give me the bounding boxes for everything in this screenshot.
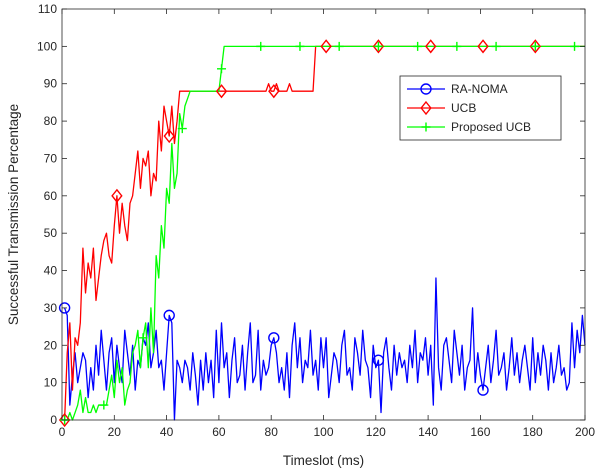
plot-background	[62, 9, 585, 420]
data-point-proposed-ucb	[452, 41, 462, 51]
legend-item-proposed-ucb: Proposed UCB	[407, 120, 531, 134]
y-tick-label: 20	[44, 338, 58, 352]
data-point-ucb	[163, 128, 175, 144]
tick-layer: 0 20 40 60 80 100 120 140 160 180 200 0 10 20 30 40 50 60…	[37, 2, 595, 439]
legend-label: RA-NOMA	[451, 82, 508, 96]
x-tick-label: 160	[470, 425, 490, 439]
data-point-ra-noma	[268, 332, 280, 344]
data-point-proposed-ucb	[491, 41, 501, 51]
x-tick-label: 120	[366, 425, 386, 439]
y-tick-label: 110	[38, 2, 57, 16]
x-tick-label: 140	[418, 425, 438, 439]
data-point-ucb	[58, 412, 71, 428]
x-tick-label: 80	[265, 425, 279, 439]
data-point-ucb	[215, 84, 228, 99]
y-axis-label: Successful Transmission Percentage	[6, 104, 21, 325]
x-tick-label: 180	[523, 425, 543, 439]
marker-layer	[58, 39, 580, 428]
data-point-ra-noma	[372, 354, 385, 366]
data-point-ra-noma	[163, 309, 175, 322]
data-point-proposed-ucb	[334, 41, 344, 51]
x-tick-label: 40	[160, 425, 174, 439]
legend-marker	[421, 122, 431, 132]
x-axis-label: Timeslot (ms)	[283, 453, 364, 468]
legend-item-ucb: UCB	[407, 100, 476, 116]
x-tick-label: 0	[59, 425, 66, 439]
data-point-ucb	[320, 39, 332, 54]
legend-label: Proposed UCB	[451, 120, 531, 134]
x-tick-label: 60	[212, 425, 226, 439]
y-tick-label: 40	[44, 264, 58, 278]
y-tick-label: 90	[44, 77, 58, 91]
y-tick-label: 30	[44, 301, 58, 315]
x-tick-label: 200	[575, 425, 595, 439]
y-tick-label: 80	[44, 114, 58, 128]
data-point-ra-noma	[58, 302, 71, 314]
series-line-ra-noma	[63, 277, 586, 421]
y-tick-label: 60	[44, 189, 58, 203]
data-point-proposed-ucb	[295, 41, 305, 51]
legend-marker	[420, 83, 432, 95]
data-point-ucb	[529, 39, 542, 54]
x-tick-label: 20	[108, 425, 122, 439]
legend-marker	[420, 100, 432, 116]
data-point-proposed-ucb	[99, 400, 109, 410]
data-point-proposed-ucb	[256, 41, 266, 51]
data-point-ucb	[425, 39, 437, 54]
data-point-proposed-ucb	[530, 41, 540, 51]
data-point-proposed-ucb	[177, 124, 187, 134]
y-tick-label: 50	[44, 226, 58, 240]
data-point-proposed-ucb	[373, 41, 383, 51]
legend-label: UCB	[451, 101, 476, 115]
data-point-proposed-ucb	[413, 41, 423, 51]
data-point-proposed-ucb	[138, 333, 148, 343]
legend: RA-NOMA UCB Proposed UCB	[399, 75, 562, 141]
data-point-ucb	[111, 188, 123, 203]
y-tick-label: 70	[44, 151, 58, 165]
legend-item-ra-noma: RA-NOMA	[407, 82, 508, 96]
y-tick-label: 10	[44, 376, 58, 390]
x-tick-label: 100	[313, 425, 333, 439]
y-tick-label: 0	[50, 413, 57, 427]
data-point-ucb	[268, 84, 280, 99]
data-point-proposed-ucb	[217, 64, 227, 74]
data-point-ucb	[372, 39, 385, 54]
data-point-proposed-ucb	[570, 41, 580, 51]
data-point-ra-noma	[477, 384, 489, 396]
data-point-ucb	[477, 39, 489, 54]
y-tick-label: 100	[37, 39, 57, 53]
